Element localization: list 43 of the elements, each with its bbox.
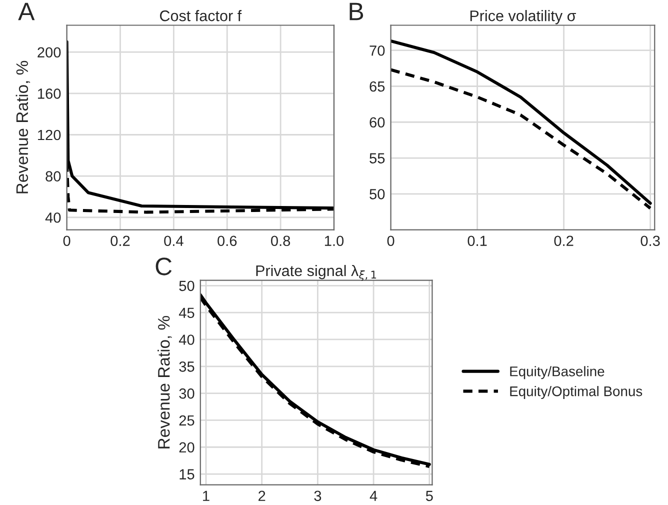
- x-tick-label: 0.3: [640, 236, 660, 246]
- y-tick-label: 120: [38, 130, 61, 140]
- x-tick-label: 0: [387, 236, 394, 246]
- x-tick-label: 0: [63, 236, 70, 246]
- chart-title: Price volatility σ: [470, 10, 576, 24]
- y-tick-label: 55: [370, 153, 385, 164]
- y-tick-label: 45: [178, 308, 194, 318]
- x-tick-label: 1.0: [324, 236, 344, 246]
- text: A: [18, 2, 35, 20]
- x-tick-label: 0.1: [468, 236, 487, 246]
- y-tick-label: 35: [179, 361, 194, 372]
- x-tick-label: 5: [426, 490, 433, 502]
- chart-title: Cost factor f: [160, 10, 242, 22]
- y-tick-label: 70: [370, 45, 385, 56]
- x-tick-label: 0.6: [218, 236, 237, 246]
- y-tick-label: 200: [38, 47, 61, 58]
- x-tick-label: 0.2: [110, 236, 130, 246]
- x-tick-label: 2: [258, 490, 266, 501]
- x-tick-label: 0.2: [554, 236, 574, 246]
- y-tick-label: 80: [46, 171, 61, 182]
- y-axis-title: Revenue Ratio, %: [16, 60, 30, 194]
- chart-title: Private signal λ$_{ξ,1}$: [256, 264, 376, 281]
- y-tick-label: 15: [180, 469, 194, 480]
- legend-label: Equity/Optimal Bonus: [510, 386, 642, 399]
- y-axis-title: Revenue Ratio, %: [158, 316, 172, 448]
- y-tick-label: 50: [370, 188, 385, 200]
- y-tick-label: 160: [38, 88, 61, 99]
- y-tick-label: 60: [370, 117, 385, 128]
- y-tick-label: 20: [179, 442, 194, 453]
- y-tick-label: 30: [179, 388, 194, 399]
- text: C: [156, 258, 172, 276]
- x-tick-label: 3: [314, 490, 322, 502]
- legend-label: Equity/Baseline: [510, 366, 604, 380]
- y-tick-label: 65: [370, 81, 385, 92]
- x-tick-label: 0.4: [164, 236, 184, 246]
- y-tick-label: 50: [179, 280, 194, 292]
- y-tick-label: 40: [178, 334, 194, 345]
- x-tick-label: 1: [203, 490, 210, 501]
- y-tick-label: 40: [45, 212, 61, 223]
- x-tick-label: 0.8: [270, 236, 290, 246]
- text: B: [350, 2, 364, 20]
- y-tick-label: 25: [179, 415, 194, 426]
- x-tick-label: 4: [370, 490, 378, 501]
